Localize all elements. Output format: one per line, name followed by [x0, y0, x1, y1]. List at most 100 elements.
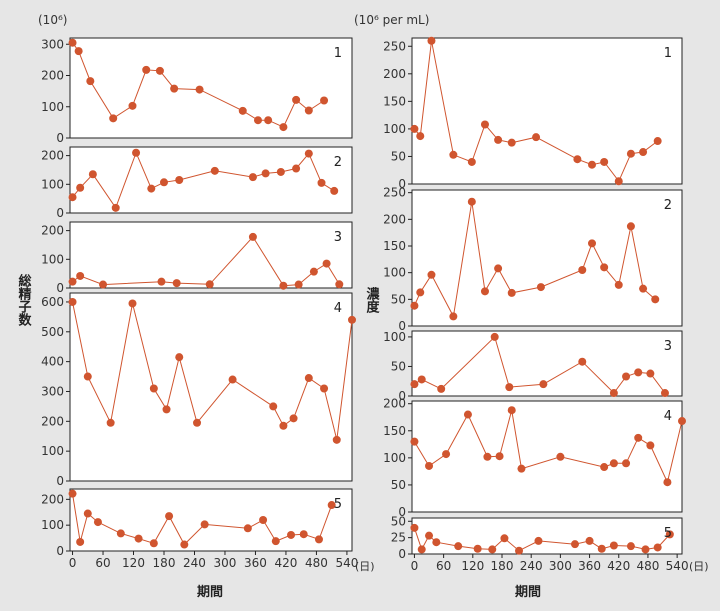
data-point — [68, 277, 77, 286]
right-x-axis-title: 期間 — [515, 585, 541, 600]
data-point — [665, 530, 674, 539]
y-tick-label: 150 — [383, 424, 406, 438]
x-tick-label: 540 — [666, 559, 689, 573]
right-panel-2: 0 50 100 150 200 250 2 — [383, 186, 683, 333]
data-point — [517, 464, 526, 473]
y-tick-label: 500 — [41, 325, 64, 339]
data-point — [322, 259, 331, 268]
data-point — [109, 114, 118, 123]
data-point — [279, 123, 288, 132]
data-point — [410, 124, 419, 133]
left-panel-1: 0 100 200 300 1 — [41, 37, 353, 145]
x-tick-label: 360 — [244, 556, 267, 570]
panel-label: 4 — [334, 301, 342, 316]
panel-label: 3 — [664, 339, 672, 354]
data-point — [320, 96, 329, 105]
data-point — [614, 280, 623, 289]
data-point — [83, 372, 92, 381]
data-point — [259, 516, 268, 524]
data-point — [276, 167, 285, 176]
data-point — [646, 441, 655, 450]
data-point — [309, 267, 318, 276]
y-tick-label: 200 — [41, 414, 64, 428]
data-point — [500, 534, 509, 543]
y-tick-label: 0 — [56, 131, 64, 145]
data-point — [570, 540, 579, 549]
x-tick-label: 180 — [153, 556, 176, 570]
data-point — [261, 169, 270, 178]
panel-label: 4 — [664, 409, 672, 424]
data-point — [147, 184, 156, 193]
left-y-axis-title: 総精子数 — [16, 273, 32, 327]
data-point — [490, 332, 499, 341]
data-point — [200, 520, 209, 529]
data-point — [348, 315, 356, 324]
data-point — [99, 280, 108, 289]
series-line — [414, 40, 659, 183]
data-point — [205, 280, 214, 289]
data-point — [660, 389, 669, 398]
y-tick-label: 200 — [41, 492, 64, 506]
x-tick-label: 420 — [607, 559, 630, 573]
data-point — [622, 459, 631, 468]
data-point — [287, 530, 296, 539]
data-point — [314, 535, 323, 544]
plot-area — [69, 292, 353, 482]
data-point — [88, 170, 97, 179]
data-point — [651, 295, 660, 304]
panel-label: 5 — [664, 526, 672, 541]
x-tick-label: 60 — [95, 556, 110, 570]
data-point — [142, 65, 151, 74]
panel-label: 2 — [334, 155, 342, 170]
data-point — [467, 197, 476, 206]
right-panel-3: 0 50 100 3 — [383, 330, 683, 403]
x-tick-label: 540 — [335, 556, 358, 570]
x-tick-label: 480 — [636, 559, 659, 573]
data-point — [410, 380, 419, 389]
data-point — [556, 452, 565, 461]
right-y-axis-title: 濃度 — [364, 286, 380, 314]
data-point — [410, 523, 419, 532]
left-panel-2: 0 100 200 2 — [41, 146, 353, 220]
data-point — [292, 95, 301, 104]
data-point — [488, 545, 497, 554]
panel-label: 2 — [664, 198, 672, 213]
y-tick-label: 0 — [56, 281, 64, 295]
data-point — [269, 402, 278, 411]
data-point — [454, 542, 463, 551]
right-unit-label: (10⁶ per mL) — [354, 13, 429, 27]
data-point — [639, 284, 648, 293]
data-point — [93, 518, 102, 527]
data-point — [111, 203, 120, 212]
panel-label: 1 — [664, 46, 672, 61]
data-point — [238, 106, 247, 115]
data-point — [425, 531, 434, 540]
y-tick-label: 400 — [41, 355, 64, 369]
data-point — [162, 405, 171, 414]
data-point — [149, 384, 158, 393]
plot-area — [411, 37, 683, 185]
data-point — [494, 264, 503, 273]
data-point — [86, 77, 95, 86]
data-point — [304, 374, 313, 383]
data-point — [264, 116, 273, 125]
data-point — [588, 239, 596, 248]
data-point — [175, 353, 184, 362]
data-point — [160, 178, 168, 187]
data-point — [494, 135, 503, 144]
data-point — [317, 178, 326, 187]
y-tick-label: 0 — [398, 547, 406, 561]
data-point — [449, 312, 458, 321]
y-tick-label: 50 — [391, 359, 406, 373]
x-tick-label: 120 — [122, 556, 145, 570]
x-tick-label: 480 — [305, 556, 328, 570]
plot-area — [69, 221, 353, 289]
series-line — [72, 151, 335, 209]
y-tick-label: 600 — [41, 295, 64, 309]
x-tick-label: 60 — [436, 559, 451, 573]
right-x-unit: (日) — [689, 560, 709, 573]
data-point — [634, 368, 643, 377]
y-tick-label: 100 — [383, 330, 406, 344]
y-tick-label: 50 — [391, 514, 406, 528]
data-point — [68, 297, 77, 306]
